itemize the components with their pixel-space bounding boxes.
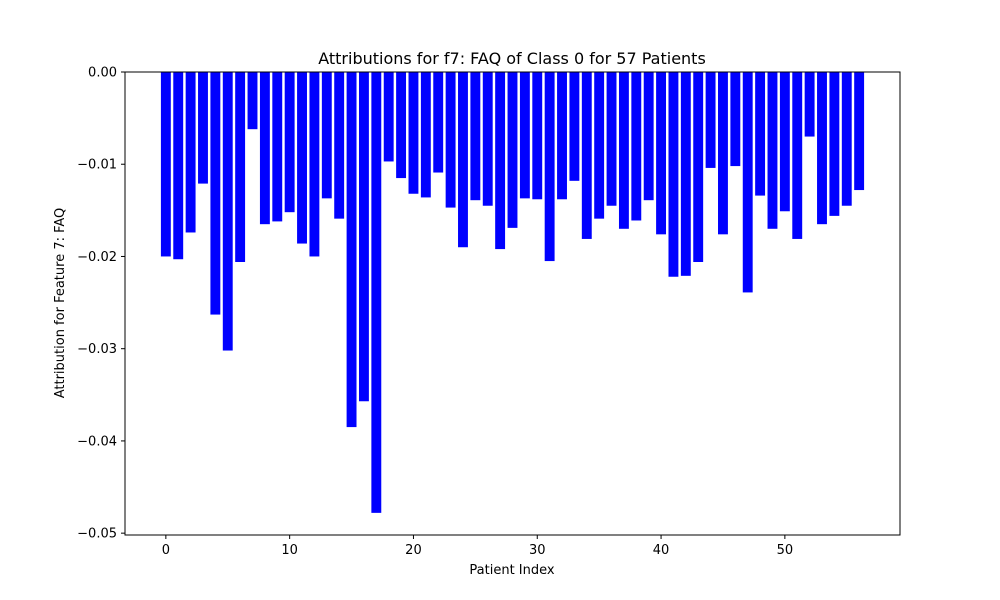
bar-patient-16	[358, 72, 369, 402]
bar-patient-54	[829, 72, 840, 216]
bar-patient-1	[173, 72, 184, 260]
bar-patient-33	[569, 72, 580, 181]
x-tick-label: 20	[405, 543, 422, 558]
x-tick-label: 0	[162, 543, 170, 558]
bar-patient-56	[854, 72, 865, 191]
y-tick-label: −0.05	[77, 527, 117, 542]
chart-title: Attributions for f7: FAQ of Class 0 for …	[318, 49, 706, 68]
bars-group	[160, 72, 865, 513]
bar-patient-19	[396, 72, 407, 179]
x-axis-label: Patient Index	[469, 563, 554, 578]
bar-patient-5	[222, 72, 233, 351]
x-axis-ticks: 0 10 20 30 40 50	[162, 535, 793, 558]
bar-patient-31	[544, 72, 555, 262]
bar-patient-10	[284, 72, 295, 213]
bar-patient-13	[321, 72, 332, 199]
y-tick-label: −0.02	[77, 250, 117, 265]
bar-patient-36	[606, 72, 617, 206]
bar-patient-35	[594, 72, 605, 219]
bar-patient-43	[693, 72, 704, 262]
y-axis-ticks: 0.00 −0.01 −0.02 −0.03 −0.04 −0.05	[77, 66, 125, 542]
bar-patient-53	[817, 72, 827, 225]
bar-patient-52	[804, 72, 815, 137]
bar-patient-0	[160, 72, 171, 257]
bar-patient-22	[433, 72, 444, 173]
bar-patient-12	[309, 72, 320, 257]
bar-patient-8	[259, 72, 270, 225]
bar-patient-50	[779, 72, 790, 212]
bar-patient-30	[532, 72, 543, 200]
x-tick-label: 50	[777, 543, 794, 558]
plot-frame	[124, 71, 901, 536]
x-tick-label: 40	[653, 543, 670, 558]
bar-patient-14	[334, 72, 345, 219]
bar-patient-39	[643, 72, 654, 201]
bar-patient-42	[680, 72, 691, 276]
bar-patient-25	[470, 72, 481, 201]
bar-patient-51	[792, 72, 803, 239]
bar-patient-32	[557, 72, 567, 200]
bar-patient-4	[210, 72, 221, 315]
bar-patient-44	[705, 72, 716, 168]
y-axis-label: Attribution for Feature 7: FAQ	[53, 208, 68, 399]
bar-patient-29	[519, 72, 530, 199]
y-tick-label: −0.01	[77, 158, 117, 173]
bar-patient-47	[742, 72, 753, 293]
bar-patient-26	[482, 72, 493, 206]
bar-patient-49	[767, 72, 778, 229]
bar-patient-55	[841, 72, 852, 206]
bar-patient-18	[383, 72, 394, 162]
x-tick-label: 30	[529, 543, 546, 558]
bar-patient-17	[371, 72, 382, 513]
bar-patient-28	[507, 72, 518, 228]
bar-patient-15	[346, 72, 357, 428]
bar-patient-27	[495, 72, 506, 250]
bar-patient-48	[755, 72, 766, 196]
bar-patient-24	[458, 72, 468, 248]
bar-patient-2	[185, 72, 196, 233]
bar-patient-40	[656, 72, 667, 235]
y-tick-label: −0.03	[77, 342, 117, 357]
bar-patient-46	[730, 72, 741, 167]
bar-patient-45	[718, 72, 728, 235]
bar-patient-7	[247, 72, 258, 130]
bar-patient-20	[408, 72, 419, 194]
x-tick-label: 10	[281, 543, 298, 558]
bar-patient-9	[272, 72, 283, 222]
bar-patient-37	[618, 72, 629, 229]
y-tick-label: 0.00	[88, 66, 117, 81]
bar-patient-38	[631, 72, 642, 221]
bar-patient-3	[198, 72, 208, 184]
bar-patient-6	[235, 72, 246, 262]
bar-patient-23	[445, 72, 456, 208]
bar-patient-21	[420, 72, 431, 198]
bar-patient-41	[668, 72, 679, 277]
y-tick-label: −0.04	[77, 434, 117, 449]
bar-patient-11	[297, 72, 307, 244]
bar-patient-34	[581, 72, 592, 239]
